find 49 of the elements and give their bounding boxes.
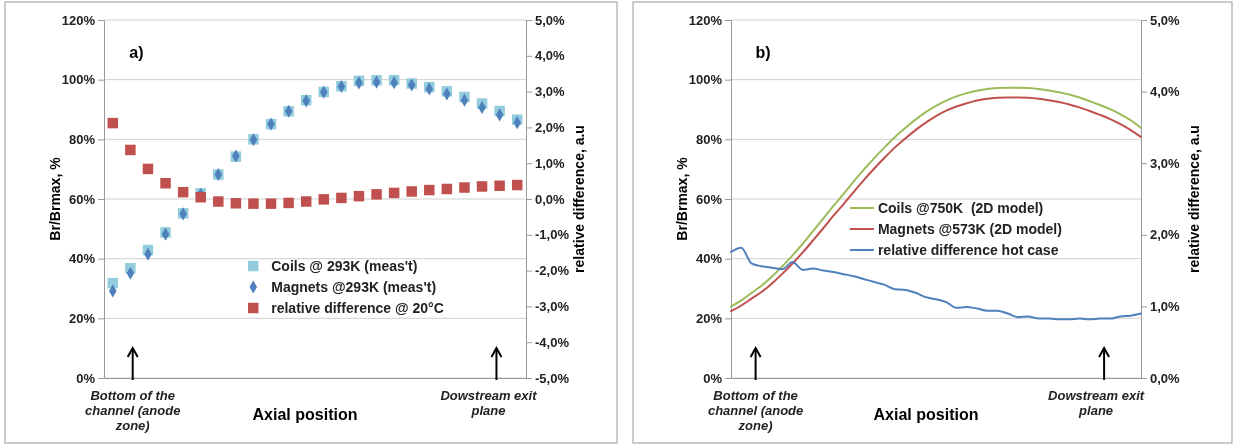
y-tick-label: 0% [76, 370, 96, 386]
y-tick-label: 60% [695, 191, 723, 207]
y2-tick-label: 5,0% [1150, 12, 1181, 28]
legend-label: relative difference @ 20°C [271, 300, 444, 316]
text: Bottom of the channel (anode zone) [707, 388, 804, 433]
text: Bottom of the channel (anode zone) [85, 388, 181, 433]
text: Dowstream exit plane [440, 388, 538, 418]
y-tick-label: 20% [68, 310, 96, 326]
y-tick-label: 40% [695, 251, 723, 267]
y-tick-label: 120% [688, 12, 723, 28]
x-axis-title: Axial position [873, 406, 979, 423]
y2-tick-label: 1,0% [535, 155, 566, 171]
text: b) [755, 44, 771, 61]
y2-tick-label: -1,0% [535, 227, 570, 243]
y2-tick-label: -3,0% [535, 299, 570, 315]
y-tick-label: 40% [68, 251, 96, 267]
y2-tick-label: 4,0% [535, 48, 566, 64]
y2-axis-title: relative difference, a.u [571, 125, 587, 273]
legend-label: Magnets @293K (meas't) [271, 279, 437, 295]
x-axis-title: Axial position [252, 406, 358, 423]
y-tick-label: 100% [61, 72, 96, 88]
y2-axis-title: relative difference, a.u [1186, 125, 1202, 273]
legend-label: relative difference hot case [877, 242, 1059, 258]
legend-label: Coils @750K (2D model) [877, 200, 1044, 216]
y2-tick-label: 2,0% [1150, 227, 1181, 243]
y-tick-label: 100% [688, 72, 723, 88]
y-tick-label: 20% [695, 310, 723, 326]
y-tick-label: 120% [61, 12, 96, 28]
text: a) [129, 44, 144, 61]
y-axis-title: Br/Brmax, % [674, 156, 690, 241]
y2-tick-label: -4,0% [535, 334, 570, 350]
y-tick-label: 80% [695, 131, 723, 147]
y2-tick-label: 2,0% [535, 120, 566, 136]
text: Dowstream exit plane [1048, 388, 1145, 418]
y2-tick-label: 1,0% [1150, 299, 1181, 315]
y2-tick-label: -5,0% [535, 370, 570, 386]
y2-tick-label: 0,0% [535, 191, 566, 207]
y-tick-label: 60% [68, 191, 96, 207]
y2-tick-label: 4,0% [1150, 84, 1181, 100]
legend-label: Coils @ 293K (meas't) [271, 258, 418, 274]
y-axis-title: Br/Brmax, % [47, 156, 63, 241]
y2-tick-label: -2,0% [535, 263, 570, 279]
legend-label: Magnets @573K (2D model) [877, 221, 1062, 237]
y2-tick-label: 3,0% [535, 84, 566, 100]
y2-tick-label: 3,0% [1150, 155, 1181, 171]
y2-tick-label: 0,0% [1150, 370, 1181, 386]
y-tick-label: 0% [703, 370, 723, 386]
y2-tick-label: 5,0% [535, 12, 566, 28]
y-tick-label: 80% [68, 131, 96, 147]
